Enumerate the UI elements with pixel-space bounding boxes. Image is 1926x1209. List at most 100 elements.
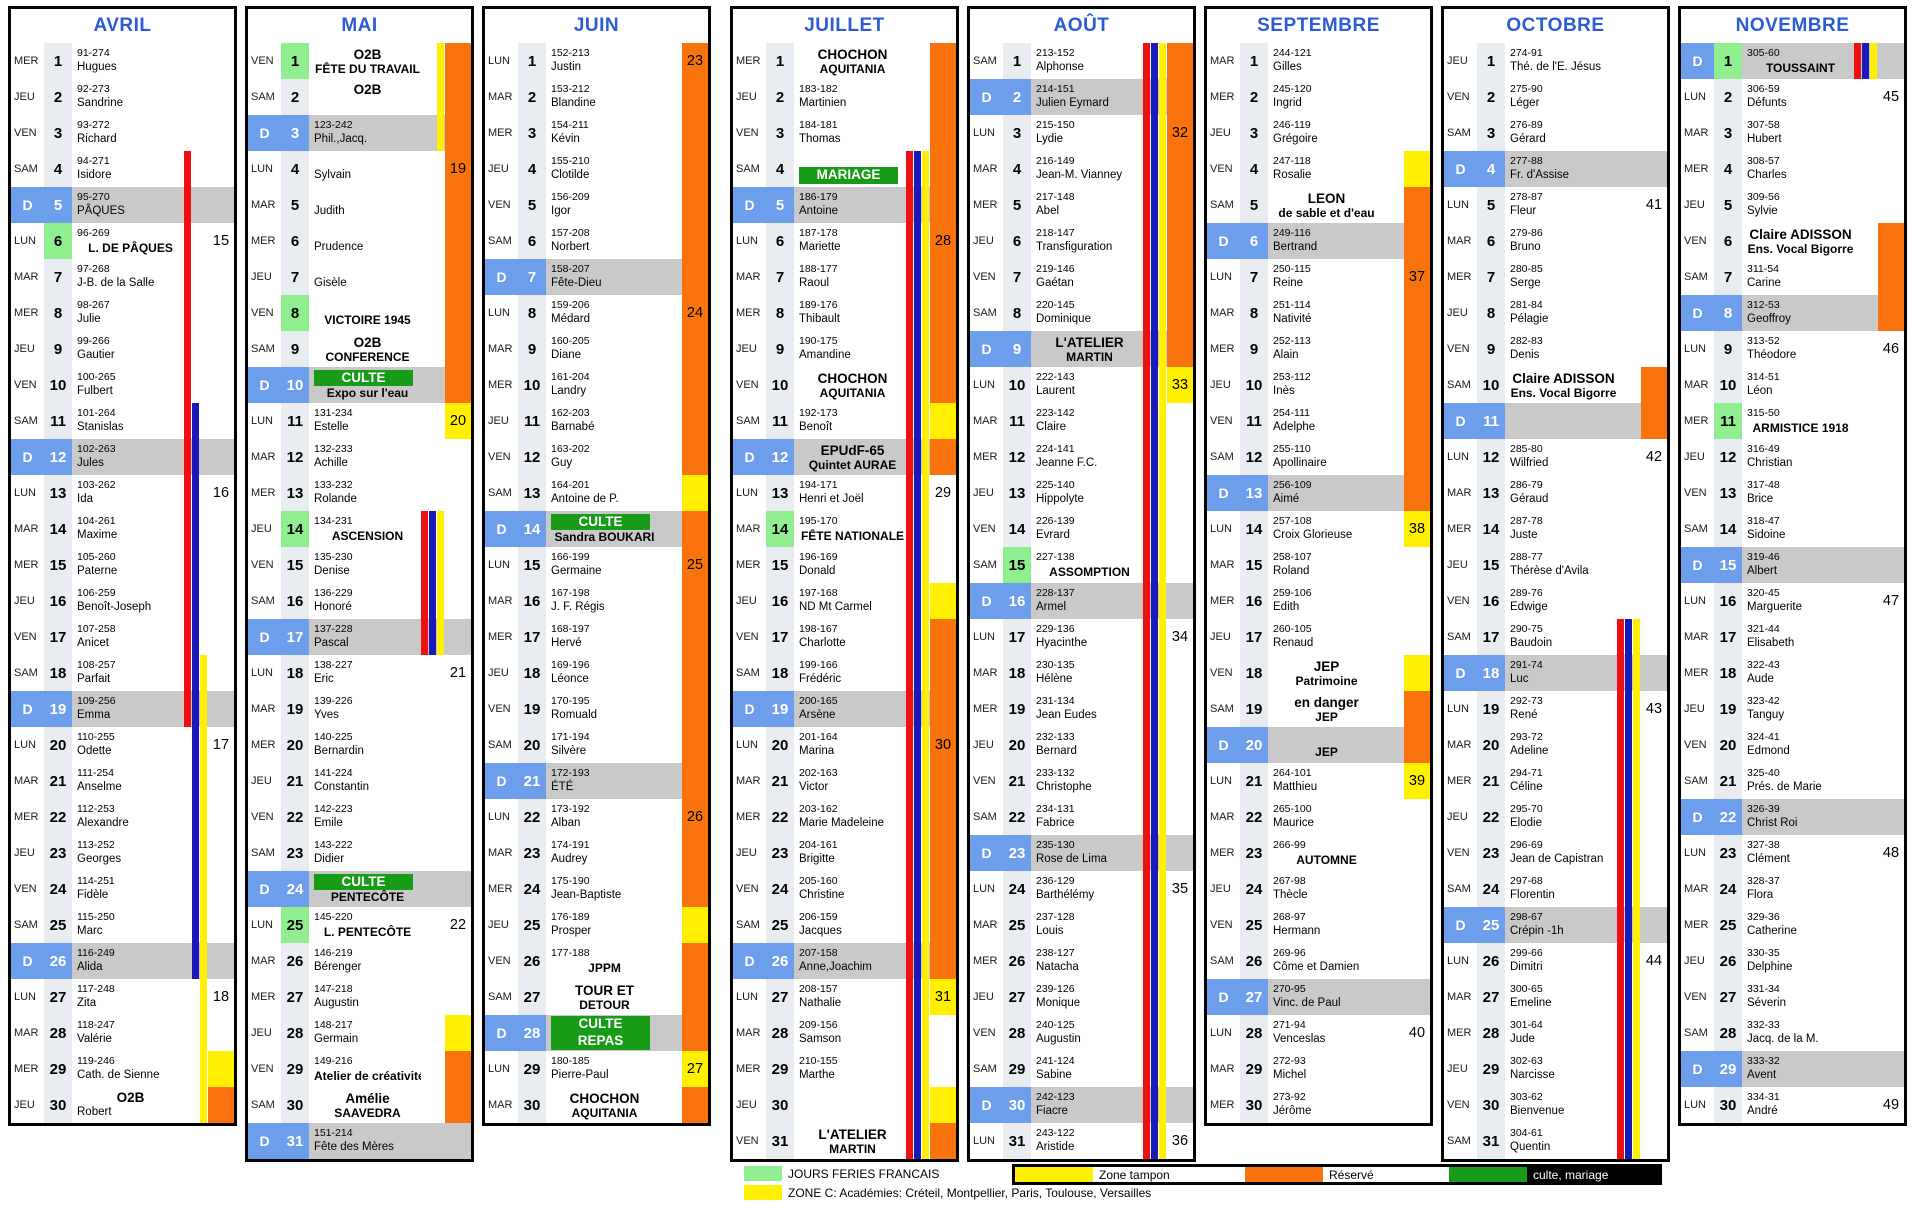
day-row-1-15[interactable]: VEN 15 135-230 Denise — [248, 547, 471, 583]
day-row-3-19[interactable]: D 19 200-165 Arsène — [733, 691, 956, 727]
day-row-1-24[interactable]: D 24 CULTE PENTECÔTE — [248, 871, 471, 907]
day-row-4-9[interactable]: D 9 L'ATELIER MARTIN — [970, 331, 1193, 367]
day-row-1-2[interactable]: SAM 2 O2B — [248, 79, 471, 115]
day-row-2-10[interactable]: MER 10 161-204 Landry — [485, 367, 708, 403]
day-row-4-15[interactable]: SAM 15 227-138 ASSOMPTION — [970, 547, 1193, 583]
day-row-3-21[interactable]: MAR 21 202-163 Victor — [733, 763, 956, 799]
day-row-2-27[interactable]: SAM 27 TOUR ET DETOUR — [485, 979, 708, 1015]
day-row-2-5[interactable]: VEN 5 156-209 Igor — [485, 187, 708, 223]
day-row-2-7[interactable]: D 7 158-207 Fête-Dieu — [485, 259, 708, 295]
day-row-4-13[interactable]: JEU 13 225-140 Hippolyte — [970, 475, 1193, 511]
day-row-1-9[interactable]: SAM 9 O2B CONFERENCE — [248, 331, 471, 367]
day-row-1-5[interactable]: MAR 5 Judith — [248, 187, 471, 223]
day-row-3-7[interactable]: MAR 7 188-177 Raoul — [733, 259, 956, 295]
day-row-4-31[interactable]: LUN 31 243-122 Aristide 36 — [970, 1123, 1193, 1159]
day-row-7-14[interactable]: SAM 14 318-47 Sidoine — [1681, 511, 1904, 547]
day-row-7-7[interactable]: SAM 7 311-54 Carine — [1681, 259, 1904, 295]
day-row-5-5[interactable]: SAM 5 LEON de sable et d'eau — [1207, 187, 1430, 223]
day-row-1-11[interactable]: LUN 11 131-234 Estelle 20 — [248, 403, 471, 439]
day-row-4-30[interactable]: D 30 242-123 Fiacre — [970, 1087, 1193, 1123]
day-row-6-15[interactable]: JEU 15 288-77 Thérèse d'Avila — [1444, 547, 1667, 583]
day-row-1-30[interactable]: SAM 30 Amélie SAAVEDRA — [248, 1087, 471, 1123]
day-row-1-12[interactable]: MAR 12 132-233 Achille — [248, 439, 471, 475]
day-row-7-30[interactable]: LUN 30 334-31 André 49 — [1681, 1087, 1904, 1123]
day-row-5-8[interactable]: MAR 8 251-114 Nativité — [1207, 295, 1430, 331]
day-row-0-25[interactable]: SAM 25 115-250 Marc — [11, 907, 234, 943]
day-row-2-12[interactable]: VEN 12 163-202 Guy — [485, 439, 708, 475]
day-row-0-19[interactable]: D 19 109-256 Emma — [11, 691, 234, 727]
day-row-1-21[interactable]: JEU 21 141-224 Constantin — [248, 763, 471, 799]
day-row-3-20[interactable]: LUN 20 201-164 Marina 30 — [733, 727, 956, 763]
day-row-0-30[interactable]: JEU 30 O2B Robert — [11, 1087, 234, 1123]
day-row-2-22[interactable]: LUN 22 173-192 Alban 26 — [485, 799, 708, 835]
day-row-5-27[interactable]: D 27 270-95 Vinc. de Paul — [1207, 979, 1430, 1015]
day-row-3-14[interactable]: MAR 14 195-170 FÊTE NATIONALE — [733, 511, 956, 547]
day-row-3-28[interactable]: MAR 28 209-156 Samson — [733, 1015, 956, 1051]
day-row-7-8[interactable]: D 8 312-53 Geoffroy — [1681, 295, 1904, 331]
day-row-0-29[interactable]: MER 29 119-246 Cath. de Sienne — [11, 1051, 234, 1087]
day-row-1-8[interactable]: VEN 8 VICTOIRE 1945 — [248, 295, 471, 331]
day-row-7-19[interactable]: JEU 19 323-42 Tanguy — [1681, 691, 1904, 727]
day-row-0-12[interactable]: D 12 102-263 Jules — [11, 439, 234, 475]
day-row-7-9[interactable]: LUN 9 313-52 Théodore 46 — [1681, 331, 1904, 367]
day-row-5-13[interactable]: D 13 256-109 Aimé — [1207, 475, 1430, 511]
day-row-4-22[interactable]: SAM 22 234-131 Fabrice — [970, 799, 1193, 835]
day-row-7-24[interactable]: MAR 24 328-37 Flora — [1681, 871, 1904, 907]
day-row-3-29[interactable]: MER 29 210-155 Marthe — [733, 1051, 956, 1087]
day-row-0-20[interactable]: LUN 20 110-255 Odette 17 — [11, 727, 234, 763]
day-row-0-6[interactable]: LUN 6 96-269 L. DE PÂQUES 15 — [11, 223, 234, 259]
day-row-2-16[interactable]: MAR 16 167-198 J. F. Régis — [485, 583, 708, 619]
day-row-5-12[interactable]: SAM 12 255-110 Apollinaire — [1207, 439, 1430, 475]
day-row-7-28[interactable]: SAM 28 332-33 Jacq. de la M. — [1681, 1015, 1904, 1051]
day-row-0-28[interactable]: MAR 28 118-247 Valérie — [11, 1015, 234, 1051]
day-row-5-23[interactable]: MER 23 266-99 AUTOMNE — [1207, 835, 1430, 871]
day-row-7-29[interactable]: D 29 333-32 Avent — [1681, 1051, 1904, 1087]
day-row-4-25[interactable]: MAR 25 237-128 Louis — [970, 907, 1193, 943]
day-row-3-31[interactable]: VEN 31 L'ATELIER MARTIN — [733, 1123, 956, 1159]
day-row-6-29[interactable]: JEU 29 302-63 Narcisse — [1444, 1051, 1667, 1087]
day-row-6-20[interactable]: MAR 20 293-72 Adeline — [1444, 727, 1667, 763]
day-row-3-25[interactable]: SAM 25 206-159 Jacques — [733, 907, 956, 943]
day-row-7-15[interactable]: D 15 319-46 Albert — [1681, 547, 1904, 583]
day-row-0-22[interactable]: MER 22 112-253 Alexandre — [11, 799, 234, 835]
day-row-3-9[interactable]: JEU 9 190-175 Amandine — [733, 331, 956, 367]
day-row-7-20[interactable]: VEN 20 324-41 Edmond — [1681, 727, 1904, 763]
day-row-2-9[interactable]: MAR 9 160-205 Diane — [485, 331, 708, 367]
day-row-2-18[interactable]: JEU 18 169-196 Léonce — [485, 655, 708, 691]
day-row-1-3[interactable]: D 3 123-242 Phil.,Jacq. — [248, 115, 471, 151]
day-row-6-17[interactable]: SAM 17 290-75 Baudoin — [1444, 619, 1667, 655]
day-row-6-6[interactable]: MAR 6 279-86 Bruno — [1444, 223, 1667, 259]
day-row-6-4[interactable]: D 4 277-88 Fr. d'Assise — [1444, 151, 1667, 187]
day-row-4-12[interactable]: MER 12 224-141 Jeanne F.C. — [970, 439, 1193, 475]
day-row-6-21[interactable]: MER 21 294-71 Céline — [1444, 763, 1667, 799]
day-row-5-25[interactable]: VEN 25 268-97 Hermann — [1207, 907, 1430, 943]
day-row-7-18[interactable]: MER 18 322-43 Aude — [1681, 655, 1904, 691]
day-row-2-29[interactable]: LUN 29 180-185 Pierre-Paul 27 — [485, 1051, 708, 1087]
day-row-6-7[interactable]: MER 7 280-85 Serge — [1444, 259, 1667, 295]
day-row-2-23[interactable]: MAR 23 174-191 Audrey — [485, 835, 708, 871]
day-row-4-6[interactable]: JEU 6 218-147 Transfiguration — [970, 223, 1193, 259]
day-row-7-12[interactable]: JEU 12 316-49 Christian — [1681, 439, 1904, 475]
day-row-5-26[interactable]: SAM 26 269-96 Côme et Damien — [1207, 943, 1430, 979]
day-row-3-10[interactable]: VEN 10 CHOCHON AQUITANIA — [733, 367, 956, 403]
day-row-5-19[interactable]: SAM 19 en danger JEP — [1207, 691, 1430, 727]
day-row-6-30[interactable]: VEN 30 303-62 Bienvenue — [1444, 1087, 1667, 1123]
day-row-4-2[interactable]: D 2 214-151 Julien Eymard — [970, 79, 1193, 115]
day-row-1-23[interactable]: SAM 23 143-222 Didier — [248, 835, 471, 871]
day-row-5-24[interactable]: JEU 24 267-98 Thècle — [1207, 871, 1430, 907]
day-row-0-15[interactable]: MER 15 105-260 Paterne — [11, 547, 234, 583]
day-row-7-22[interactable]: D 22 326-39 Christ Roi — [1681, 799, 1904, 835]
day-row-0-1[interactable]: MER 1 91-274 Hugues — [11, 43, 234, 79]
day-row-4-8[interactable]: SAM 8 220-145 Dominique — [970, 295, 1193, 331]
day-row-6-12[interactable]: LUN 12 285-80 Wilfried 42 — [1444, 439, 1667, 475]
day-row-2-25[interactable]: JEU 25 176-189 Prosper — [485, 907, 708, 943]
day-row-6-11[interactable]: D 11 — [1444, 403, 1667, 439]
day-row-6-1[interactable]: JEU 1 274-91 Thé. de l'E. Jésus — [1444, 43, 1667, 79]
day-row-2-30[interactable]: MAR 30 CHOCHON AQUITANIA — [485, 1087, 708, 1123]
day-row-0-11[interactable]: SAM 11 101-264 Stanislas — [11, 403, 234, 439]
day-row-0-9[interactable]: JEU 9 99-266 Gautier — [11, 331, 234, 367]
day-row-2-3[interactable]: MER 3 154-211 Kévin — [485, 115, 708, 151]
day-row-6-24[interactable]: SAM 24 297-68 Florentin — [1444, 871, 1667, 907]
day-row-5-29[interactable]: MAR 29 272-93 Michel — [1207, 1051, 1430, 1087]
day-row-4-20[interactable]: JEU 20 232-133 Bernard — [970, 727, 1193, 763]
